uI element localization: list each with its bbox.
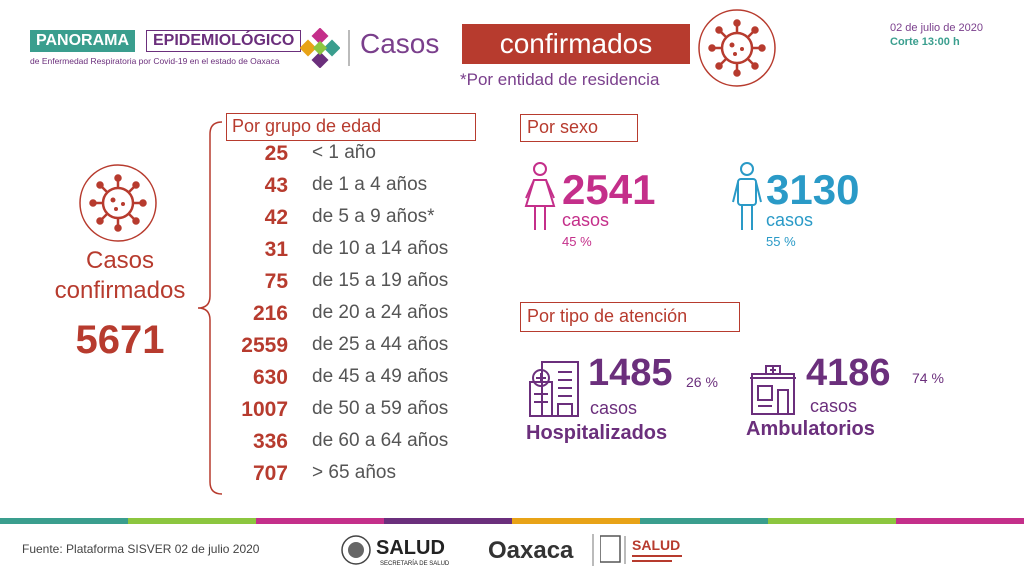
residence-note: *Por entidad de residencia	[460, 70, 660, 89]
age-group-row: 630 de 45 a 49 años	[226, 366, 496, 398]
age-group-value: 707	[252, 462, 288, 485]
virus-icon	[79, 164, 157, 242]
age-group-row: 707 > 65 años	[226, 462, 496, 494]
age-group-row: 1007 de 50 a 59 años	[226, 398, 496, 430]
salud-logo-text: SALUD	[376, 537, 445, 559]
age-group-row: 216 de 20 a 24 años	[226, 302, 496, 334]
ambulatory-unit: casos	[810, 396, 858, 416]
header-separator	[348, 30, 350, 66]
age-group-label: de 1 a 4 años	[312, 174, 428, 195]
male-icon	[732, 162, 762, 230]
age-group-value: 336	[252, 430, 288, 453]
female-cases-percent: 45 %	[562, 234, 592, 249]
virus-icon	[698, 9, 776, 87]
title-confirmados: confirmados	[499, 28, 653, 59]
age-group-row: 336 de 60 a 64 años	[226, 430, 496, 462]
male-cases-percent: 55 %	[766, 234, 796, 249]
brace-divider	[197, 121, 223, 495]
sex-section-box	[520, 114, 638, 142]
age-group-value: 42	[264, 206, 288, 229]
logo-subtitle: de Enfermedad Respiratoria por Covid-19 …	[30, 56, 280, 66]
female-cases-value: 2541	[562, 166, 656, 213]
age-group-row: 42 de 5 a 9 años*	[226, 206, 496, 238]
hospitalized-unit: casos	[590, 398, 638, 418]
total-cases-label: Casos confirmados	[54, 247, 186, 304]
age-group-label: de 25 a 44 años	[312, 334, 449, 355]
ambulatory-value: 4186	[806, 352, 891, 394]
oaxaca-logo-text: Oaxaca	[488, 537, 574, 564]
sex-section-title: Por sexo	[527, 117, 599, 137]
attention-section-title: Por tipo de atención	[527, 306, 688, 326]
hospitalized-value: 1485	[588, 352, 673, 394]
age-group-value: 75	[264, 270, 288, 293]
logo-epidemiologico-text: EPIDEMIOLÓGICO	[146, 30, 302, 52]
salud-state-logo-text: SALUD	[632, 537, 680, 553]
stripe-segment	[256, 518, 384, 524]
age-group-value: 43	[264, 174, 288, 197]
hospitalized-label: Hospitalizados	[526, 422, 668, 444]
attention-section-box	[520, 302, 740, 332]
age-group-label: de 10 a 14 años	[312, 238, 449, 259]
stripe-segment	[0, 518, 128, 524]
age-group-label: de 20 a 24 años	[312, 302, 449, 323]
female-cases-unit: casos	[562, 210, 610, 230]
hospital-icon	[529, 361, 579, 417]
hospitalized-percent: 26 %	[686, 374, 718, 390]
male-cases-unit: casos	[766, 210, 814, 230]
stripe-segment	[768, 518, 896, 524]
ambulatory-icon	[750, 365, 796, 415]
logo-mark-icon	[300, 28, 340, 68]
title-casos: Casos	[360, 28, 440, 59]
title-highlight-box	[462, 24, 690, 64]
age-group-label: < 1 año	[312, 142, 376, 163]
female-icon	[524, 162, 556, 230]
age-group-row: 43 de 1 a 4 años	[226, 174, 496, 206]
age-group-row: 31 de 10 a 14 años	[226, 238, 496, 270]
ambulatory-label: Ambulatorios	[746, 418, 875, 440]
stripe-segment	[640, 518, 768, 524]
age-group-value: 630	[252, 366, 288, 389]
age-group-label: de 50 a 59 años	[312, 398, 449, 419]
age-group-value: 31	[264, 238, 288, 261]
age-group-label: de 45 a 49 años	[312, 366, 449, 387]
report-date: 02 de julio de 2020	[890, 22, 983, 34]
age-group-row: 25 < 1 año	[226, 142, 496, 174]
oaxaca-logo: Oaxaca	[488, 534, 594, 566]
age-group-value: 25	[264, 142, 288, 165]
salud-logo: SALUD SECRETARÍA DE SALUD	[341, 535, 450, 567]
age-group-label: de 60 a 64 años	[312, 430, 449, 451]
male-cases-value: 3130	[766, 166, 860, 213]
total-cases-value: 5671	[75, 318, 165, 362]
age-group-value: 2559	[241, 334, 288, 357]
age-group-label: > 65 años	[312, 462, 396, 483]
panorama-logo: PANORAMA EPIDEMIOLÓGICO de Enfermedad Re…	[30, 30, 330, 68]
age-group-value: 216	[252, 302, 288, 325]
salud-logo-subtext: SECRETARÍA DE SALUD	[380, 560, 450, 567]
ambulatory-percent: 74 %	[912, 370, 944, 386]
age-section-title: Por grupo de edad	[232, 116, 382, 136]
age-group-value: 1007	[241, 398, 288, 421]
age-group-row: 2559 de 25 a 44 años	[226, 334, 496, 366]
stripe-segment	[512, 518, 640, 524]
source-note: Fuente: Plataforma SISVER 02 de julio 20…	[22, 542, 260, 556]
footer-color-stripe	[0, 518, 1024, 524]
age-section-box	[226, 113, 476, 141]
logo-panorama-text: PANORAMA	[30, 30, 136, 52]
age-group-label: de 15 a 19 años	[312, 270, 449, 291]
stripe-segment	[128, 518, 256, 524]
stripe-segment	[896, 518, 1024, 524]
age-group-label: de 5 a 9 años*	[312, 206, 435, 227]
report-cutoff: Corte 13:00 h	[890, 36, 960, 48]
stripe-segment	[384, 518, 512, 524]
age-group-row: 75 de 15 a 19 años	[226, 270, 496, 302]
salud-state-logo: SALUD	[600, 535, 682, 564]
